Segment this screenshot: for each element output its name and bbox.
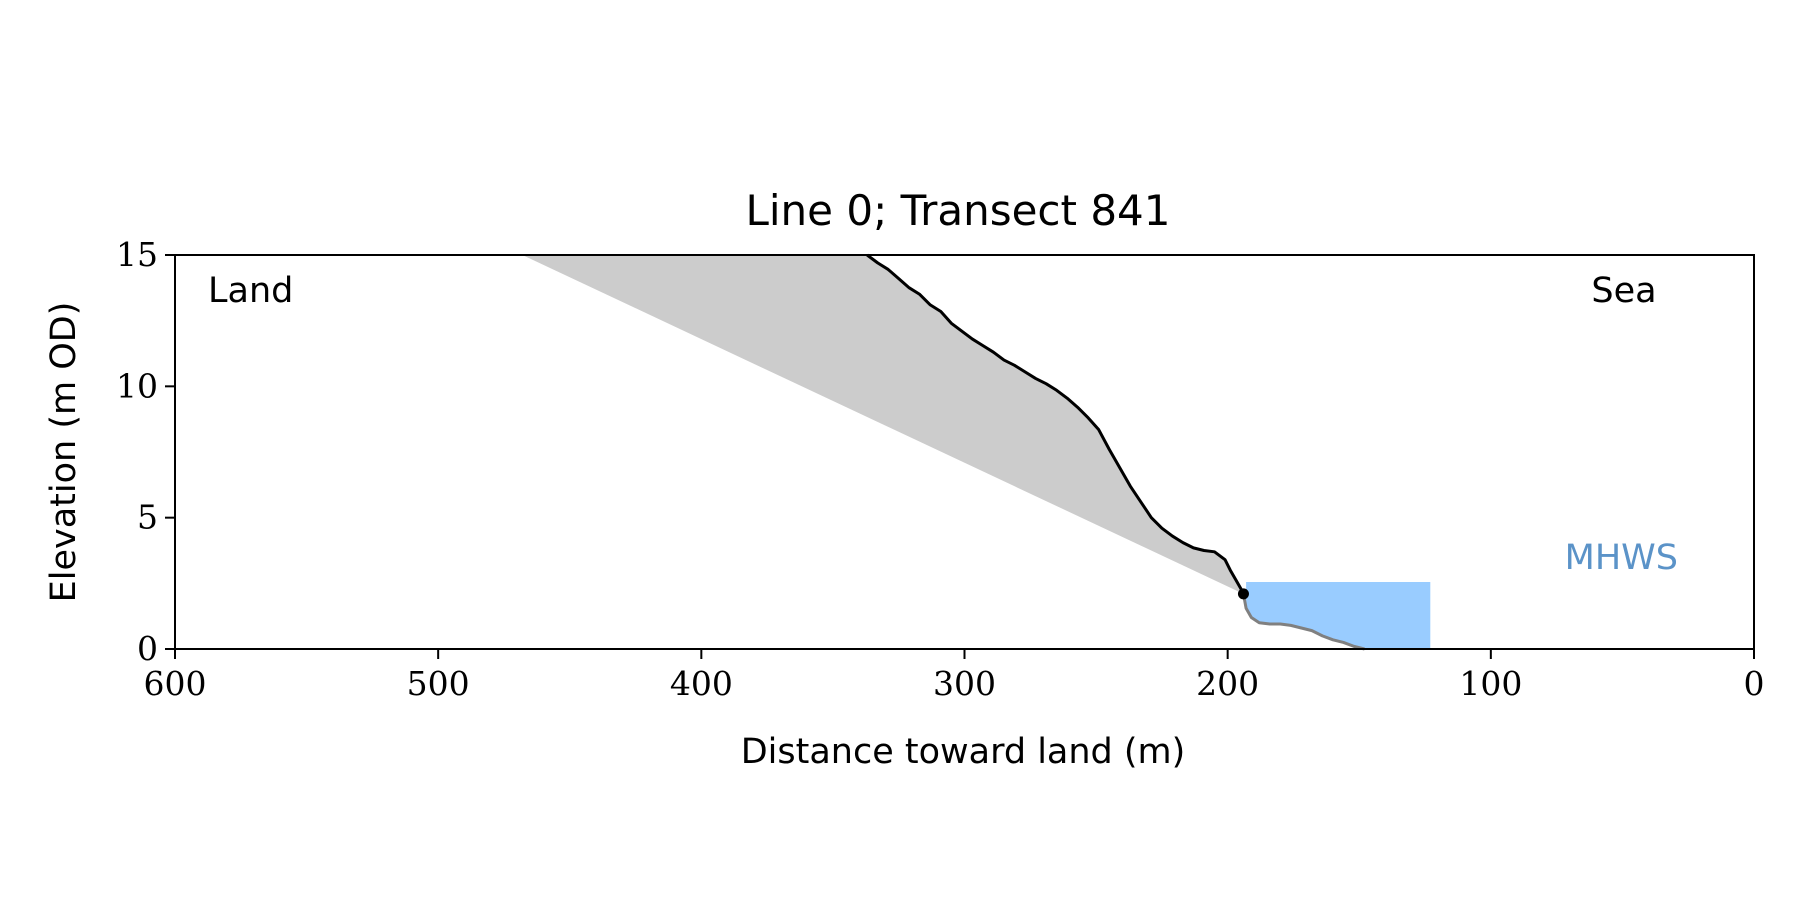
annotation-land: Land (208, 271, 293, 311)
x-tick-label: 500 (407, 664, 470, 703)
x-tick-label: 600 (144, 664, 207, 703)
x-tick-label: 100 (1459, 664, 1522, 703)
y-tick-label: 5 (137, 498, 158, 537)
x-tick-label: 0 (1744, 664, 1765, 703)
mhws-water-area (1246, 582, 1431, 649)
cliff-toe-point (1237, 588, 1249, 600)
x-tick-label: 300 (933, 664, 996, 703)
cliff-profile-line (866, 253, 1245, 595)
y-axis-label: Elevation (m OD) (44, 302, 84, 603)
submerged-profile-line (1241, 593, 1365, 651)
y-tick-label: 10 (116, 366, 158, 405)
x-tick-label: 400 (670, 664, 733, 703)
x-tick-label: 200 (1196, 664, 1259, 703)
annotation-sea: Sea (1591, 271, 1656, 311)
chart-title: Line 0; Transect 841 (745, 186, 1170, 235)
y-tick-label: 15 (116, 235, 158, 274)
annotation-mhws: MHWS (1565, 538, 1678, 578)
erosion-wedge-area (522, 255, 1244, 594)
x-axis-label: Distance toward land (m) (741, 732, 1186, 772)
y-tick-label: 0 (137, 629, 158, 668)
